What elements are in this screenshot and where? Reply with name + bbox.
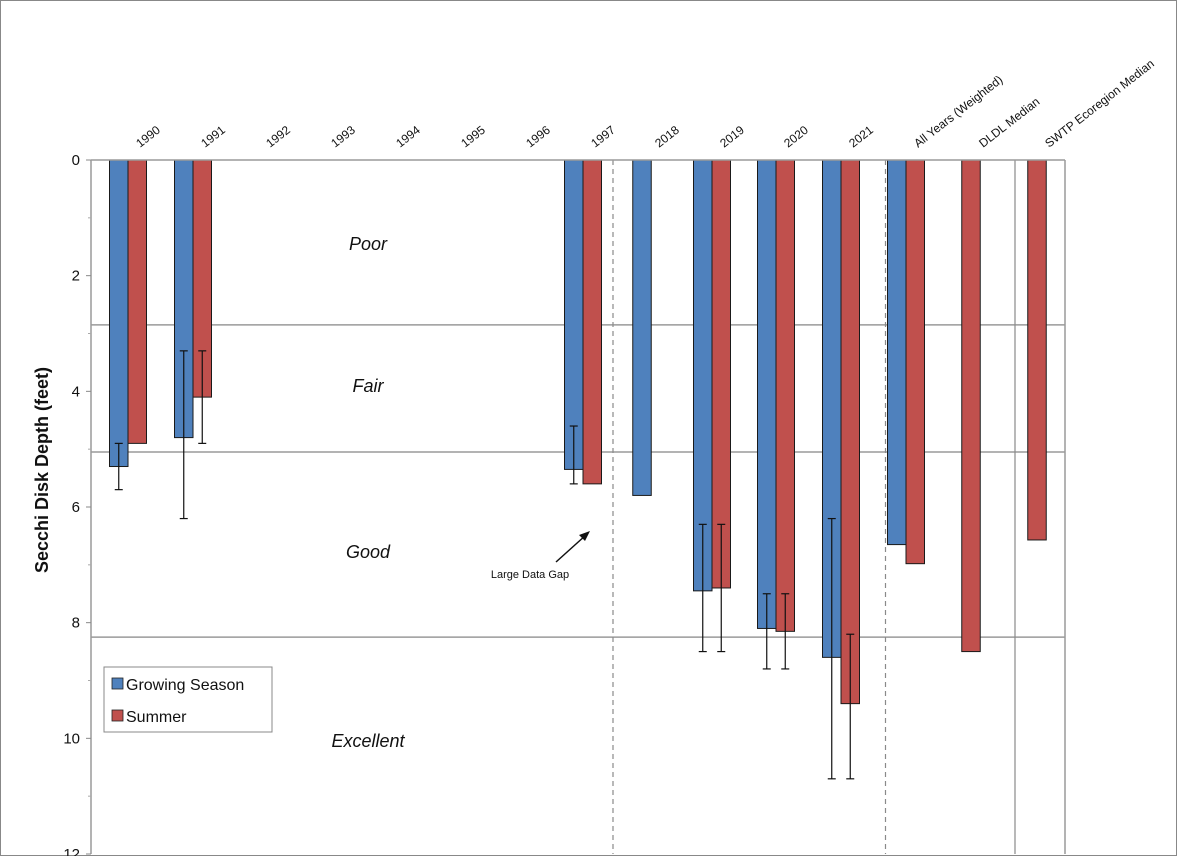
bar-summer-dldl-median	[961, 159, 981, 653]
x-category-label: DLDL Median	[976, 94, 1042, 150]
y-tick-label: 4	[72, 383, 80, 400]
bar-growing-season-2020	[757, 159, 777, 629]
data-gap-annotation: Large Data Gap	[491, 569, 569, 581]
y-tick-label: 10	[63, 730, 80, 747]
error-bar-summer-1991	[198, 350, 207, 444]
bar-growing-season-all-years-weighted-	[887, 159, 907, 546]
legend-swatch-growing-season	[111, 677, 124, 690]
x-category-label: 1992	[263, 123, 293, 151]
error-bar-summer-2021	[846, 633, 855, 780]
bar-summer-1990	[127, 159, 147, 444]
y-tick-label: 8	[72, 615, 80, 632]
x-category-label: 1996	[523, 123, 553, 151]
bar-summer-1997	[582, 159, 602, 485]
legend: Growing Season Summer	[103, 666, 273, 733]
y-tick-label: 6	[72, 499, 80, 516]
bar-summer-2021	[840, 159, 860, 705]
bar-growing-season-1990	[109, 159, 129, 468]
error-bar-growing-season-2021	[827, 517, 836, 780]
x-category-label: 1990	[133, 123, 163, 151]
bar-growing-season-1997	[564, 159, 584, 470]
x-category-label: 1997	[588, 123, 618, 151]
zone-label-excellent: Excellent	[331, 731, 405, 751]
legend-swatch-summer	[111, 709, 124, 722]
error-bar-growing-season-1991	[179, 350, 188, 520]
error-bar-growing-season-2020	[762, 593, 771, 670]
zone-label-poor: Poor	[349, 234, 388, 254]
legend-label-growing-season: Growing Season	[126, 677, 244, 694]
data-gap-arrow	[555, 531, 590, 563]
legend-box	[103, 666, 273, 733]
y-tick-label: 2	[72, 268, 80, 285]
bar-summer-2020	[775, 159, 795, 632]
legend-label-summer: Summer	[126, 709, 187, 726]
x-category-label: 1995	[458, 123, 488, 151]
x-category-label: 1991	[198, 123, 228, 151]
x-category-label: 2018	[652, 123, 682, 151]
x-category-label: 1994	[393, 123, 423, 151]
error-bar-summer-2020	[781, 593, 790, 670]
y-tick-label: 0	[72, 152, 80, 169]
error-bar-summer-2019	[717, 523, 726, 653]
x-category-label: 2020	[781, 123, 811, 151]
x-category-label: 2019	[717, 123, 747, 151]
error-bar-growing-season-1997	[569, 425, 578, 485]
x-category-label: SWTP Ecoregion Median	[1042, 57, 1157, 151]
zone-label-fair: Fair	[353, 376, 385, 396]
y-tick-label: 12	[63, 846, 80, 856]
error-bar-growing-season-1990	[114, 442, 123, 491]
error-bar-growing-season-2019	[698, 523, 707, 653]
x-category-label: 1993	[328, 123, 358, 151]
bar-growing-season-2018	[632, 159, 652, 496]
bar-summer-all-years-weighted-	[905, 159, 925, 565]
y-axis-label: Secchi Disk Depth (feet)	[32, 367, 52, 573]
bar-summer-swtp-ecoregion-median	[1027, 159, 1047, 541]
zone-label-good: Good	[346, 542, 391, 562]
x-category-label: 2021	[846, 123, 876, 151]
